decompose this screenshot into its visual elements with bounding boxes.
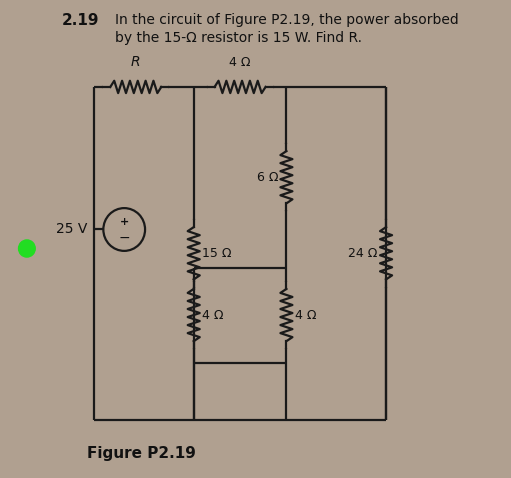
Text: 4 Ω: 4 Ω: [229, 56, 251, 69]
Text: by the 15-Ω resistor is 15 W. Find R.: by the 15-Ω resistor is 15 W. Find R.: [115, 31, 362, 45]
Text: 24 Ω: 24 Ω: [349, 247, 378, 260]
Text: 6 Ω: 6 Ω: [257, 171, 278, 184]
Text: Figure P2.19: Figure P2.19: [87, 446, 196, 461]
Text: +: +: [120, 217, 129, 227]
Text: In the circuit of Figure P2.19, the power absorbed: In the circuit of Figure P2.19, the powe…: [115, 13, 459, 27]
Text: 25 V: 25 V: [56, 222, 87, 237]
Text: 4 Ω: 4 Ω: [295, 308, 316, 322]
Text: −: −: [119, 231, 130, 245]
Text: 15 Ω: 15 Ω: [202, 247, 231, 260]
Text: R: R: [131, 55, 141, 69]
Circle shape: [18, 240, 35, 257]
Text: 4 Ω: 4 Ω: [202, 308, 224, 322]
Text: 2.19: 2.19: [62, 13, 99, 28]
